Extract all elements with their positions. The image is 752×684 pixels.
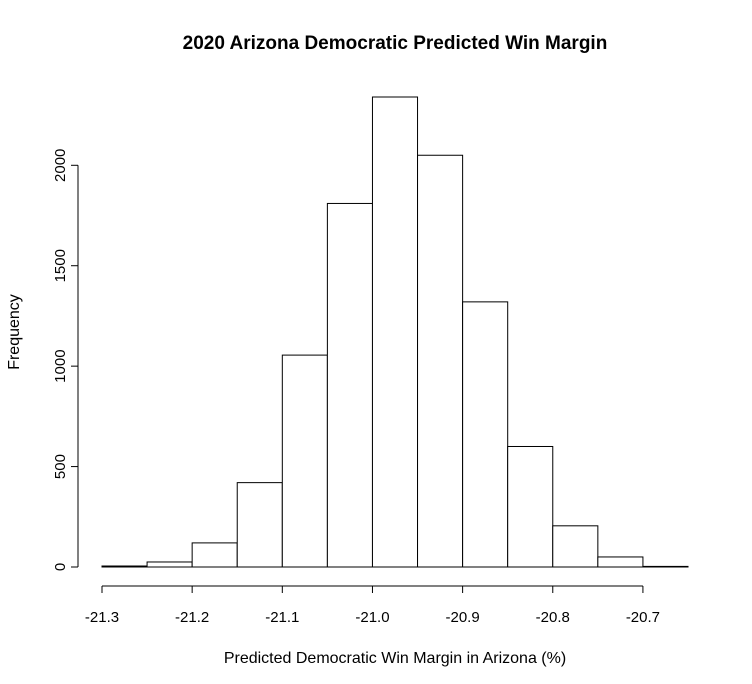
x-tick-label-2: -21.1: [265, 609, 299, 626]
bar-2: [191, 542, 238, 568]
bars-group: [101, 96, 689, 568]
x-axis: -21.3 -21.2 -21.1 -21.0 -20.9 -20.8 -20.7: [85, 585, 660, 626]
bar-5: [326, 202, 373, 568]
y-axis: 0 500 1000 1500 2000: [52, 149, 79, 571]
bar-0: [101, 565, 148, 568]
bar-11: [597, 556, 644, 568]
bar-1: [146, 561, 193, 568]
y-tick-label-4: 2000: [52, 149, 69, 182]
x-tick-label-5: -20.8: [536, 609, 570, 626]
bar-9: [507, 445, 554, 568]
x-tick-label-0: -21.3: [85, 609, 119, 626]
bar-6: [371, 96, 419, 568]
bar-10: [552, 525, 599, 568]
chart-title: 2020 Arizona Democratic Predicted Win Ma…: [183, 33, 608, 54]
bar-12: [642, 565, 689, 568]
y-tick-label-0: 0: [52, 563, 69, 571]
x-tick-label-1: -21.2: [175, 609, 209, 626]
y-axis-label: Frequency: [6, 294, 23, 370]
x-tick-label-6: -20.7: [626, 609, 660, 626]
bar-8: [462, 301, 509, 568]
x-axis-label: Predicted Democratic Win Margin in Arizo…: [224, 650, 566, 667]
y-tick-label-1: 500: [52, 454, 69, 479]
y-tick-label-2: 1000: [52, 349, 69, 382]
bar-7: [417, 154, 464, 568]
bar-4: [281, 354, 328, 568]
y-tick-label-3: 1500: [52, 249, 69, 282]
bar-3: [236, 482, 283, 568]
x-tick-label-3: -21.0: [355, 609, 389, 626]
x-tick-label-4: -20.9: [446, 609, 480, 626]
